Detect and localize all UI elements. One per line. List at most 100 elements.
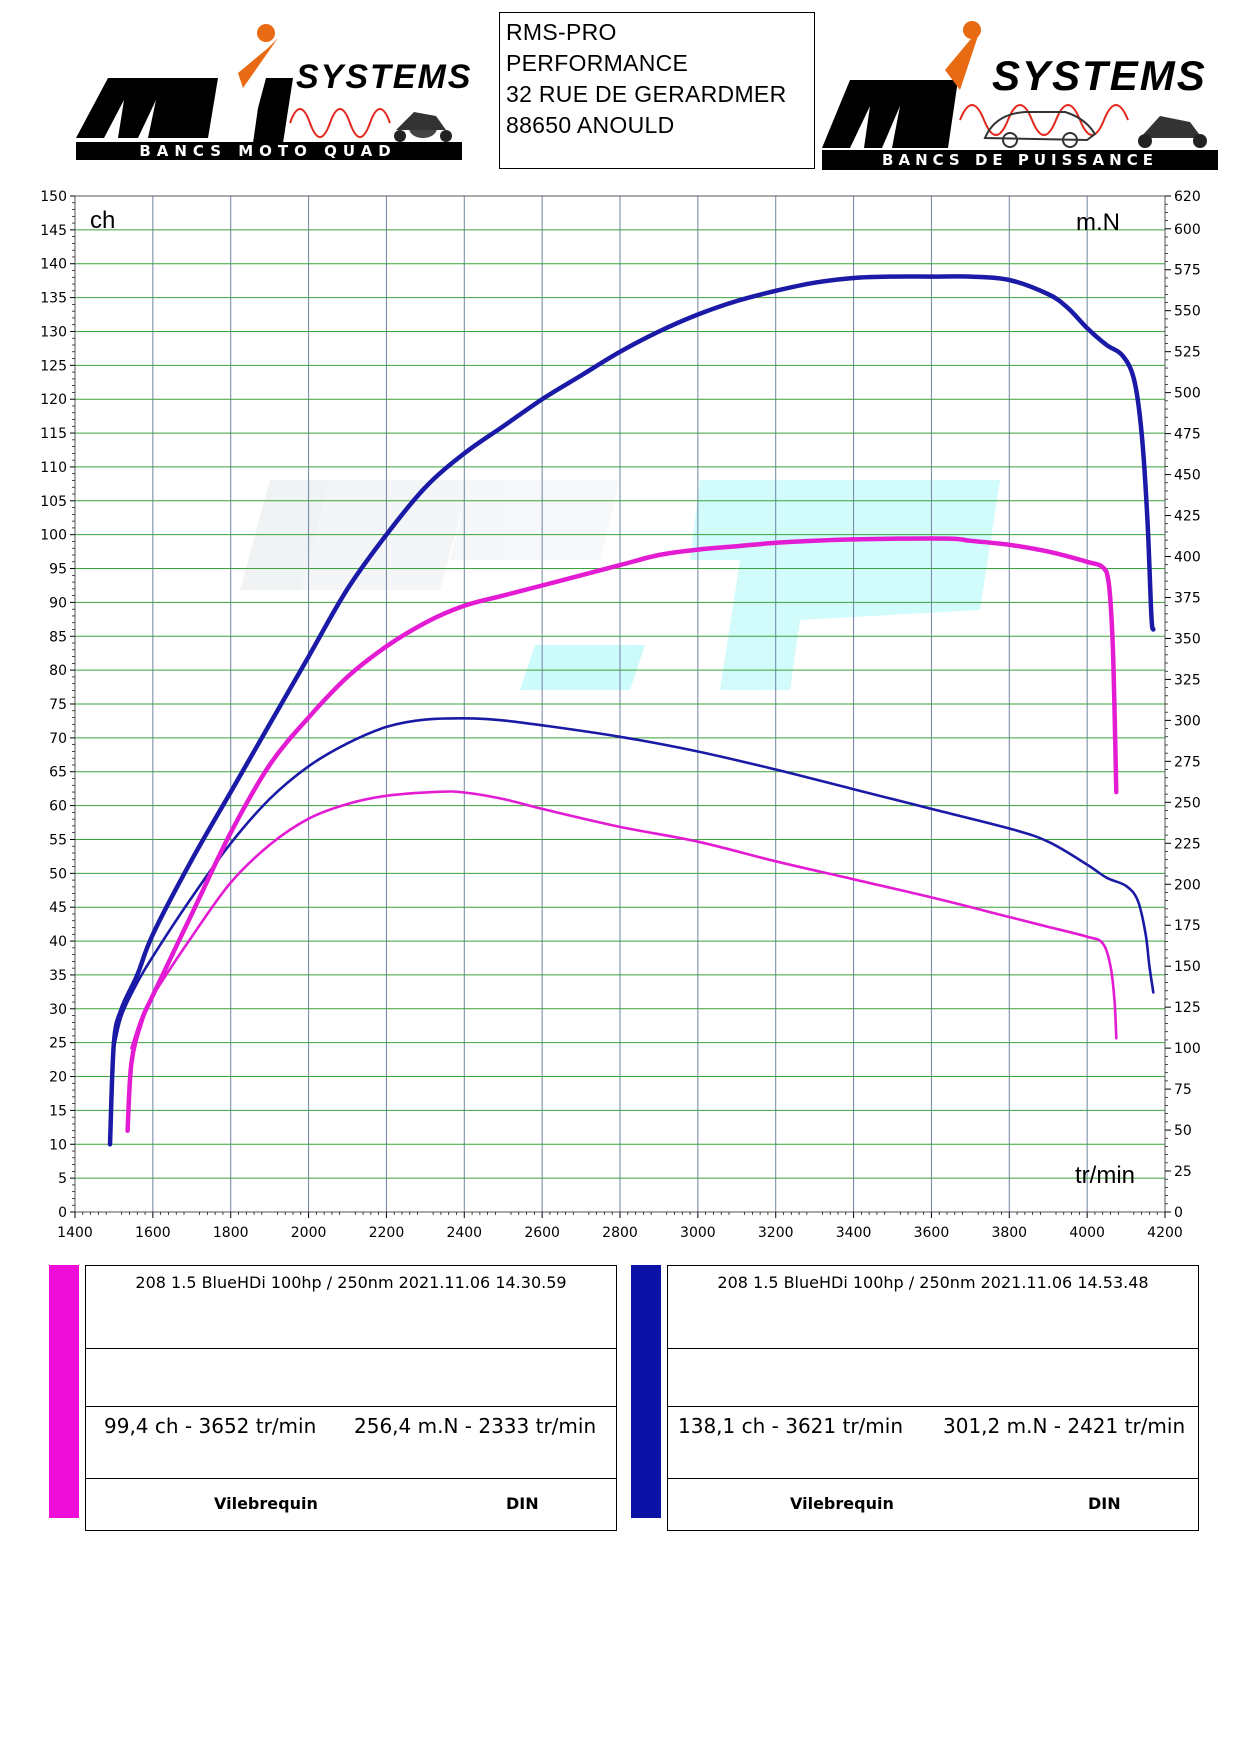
y-left-tick-label: 140 — [40, 257, 67, 273]
logo-sine-wave — [959, 104, 1129, 136]
x-tick-label: 4200 — [1147, 1225, 1183, 1241]
run-title: 208 1.5 BlueHDi 100hp / 250nm 2021.11.06… — [135, 1273, 567, 1292]
x-tick-label: 2800 — [602, 1225, 638, 1241]
logo-mi-letters — [76, 24, 293, 143]
y-right-tick-label: 300 — [1174, 713, 1201, 729]
y-left-tick-label: 120 — [40, 392, 67, 408]
y-left-tick-label: 45 — [49, 900, 67, 916]
measure-point: Vilebrequin — [214, 1494, 318, 1513]
y-right-tick-label: 175 — [1174, 918, 1201, 934]
y-left-tick-label: 20 — [49, 1070, 67, 1086]
run-color-swatch — [631, 1265, 661, 1518]
car-icon — [983, 111, 1097, 148]
y-right-tick-label: 150 — [1174, 959, 1201, 975]
x-tick-label: 2400 — [446, 1225, 482, 1241]
x-tick-label: 2200 — [369, 1225, 405, 1241]
y-right-tick-label: 100 — [1174, 1041, 1201, 1057]
x-tick-label: 2000 — [291, 1225, 327, 1241]
y-left-tick-label: 115 — [40, 426, 67, 442]
series-blue-power — [107, 274, 1156, 1147]
y-left-tick-label: 35 — [49, 968, 67, 984]
y-left-tick-label: 50 — [49, 866, 67, 882]
run-title: 208 1.5 BlueHDi 100hp / 250nm 2021.11.06… — [717, 1273, 1149, 1292]
y-left-tick-label: 130 — [40, 324, 67, 340]
y-right-tick-label: 250 — [1174, 795, 1201, 811]
y-left-tick-label: 10 — [49, 1137, 67, 1153]
logo-tagline: BANCS DE PUISSANCE — [882, 151, 1158, 169]
run-card-box: 208 1.5 BlueHDi 100hp / 250nm 2021.11.06… — [85, 1265, 617, 1531]
x-tick-label: 4000 — [1069, 1225, 1105, 1241]
y-right-tick-label: 550 — [1174, 304, 1201, 320]
address-line: PERFORMANCE — [506, 50, 689, 76]
y-right-tick-label: 375 — [1174, 590, 1201, 606]
y-right-tick-label: 325 — [1174, 672, 1201, 688]
y-left-tick-label: 90 — [49, 595, 67, 611]
norm-label: DIN — [506, 1494, 539, 1513]
y-right-tick-label: 475 — [1174, 427, 1201, 443]
y-right-tick-label: 600 — [1174, 222, 1201, 238]
y-left-tick-label: 70 — [49, 731, 67, 747]
series-magenta-torque — [130, 790, 1118, 1050]
logo-tagline: BANCS MOTO QUAD — [139, 142, 396, 160]
y-right-tick-label: 350 — [1174, 631, 1201, 647]
x-tick-label: 3600 — [914, 1225, 950, 1241]
y-left-tick-label: 15 — [49, 1103, 67, 1119]
chart-axes: 0 5 10 15 20 25 30 35 40 45 50 55 60 65 70 75 80 85 90 95 10… — [40, 189, 1200, 1241]
y-left-tick-label: 25 — [49, 1036, 67, 1052]
x-tick-label: 3200 — [758, 1225, 794, 1241]
x-tick-label: 3800 — [991, 1225, 1027, 1241]
mi-systems-puissance-logo: SYSTEMS BANCS DE PUISSANCE — [822, 21, 1218, 170]
y-right-tick-label: 50 — [1174, 1123, 1192, 1139]
logo-mi-letters — [822, 21, 981, 148]
x-tick-label: 2600 — [524, 1225, 560, 1241]
address-line: 88650 ANOULD — [506, 112, 675, 138]
address-line: RMS-PRO — [506, 19, 617, 45]
mi-systems-moto-quad-logo: SYSTEMS BANCS MOTO QUAD — [76, 24, 470, 160]
x-tick-label: 3000 — [680, 1225, 716, 1241]
series-magenta-power — [125, 536, 1119, 1133]
y-left-tick-label: 55 — [49, 832, 67, 848]
measure-point: Vilebrequin — [790, 1494, 894, 1513]
y-right-tick-label: 25 — [1174, 1164, 1192, 1180]
address-line: 32 RUE DE GERARDMER — [506, 81, 787, 107]
y-right-tick-label: 275 — [1174, 754, 1201, 770]
y-left-tick-label: 100 — [40, 528, 67, 544]
logo-systems-text: SYSTEMS — [992, 52, 1207, 99]
y-left-tick-label: 80 — [49, 663, 67, 679]
y-right-tick-label: 620 — [1174, 189, 1201, 205]
x-tick-label: 3400 — [836, 1225, 872, 1241]
dyno-chart: 0 5 10 15 20 25 30 35 40 45 50 55 60 65 70 75 80 85 90 95 10… — [40, 189, 1200, 1241]
y-left-tick-label: 40 — [49, 934, 67, 950]
y-right-tick-label: 400 — [1174, 550, 1201, 566]
run-card-magenta: 208 1.5 BlueHDi 100hp / 250nm 2021.11.06… — [49, 1265, 619, 1531]
y-left-tick-label: 60 — [49, 799, 67, 815]
y-right-tick-label: 425 — [1174, 509, 1201, 525]
run-color-swatch — [49, 1265, 79, 1518]
y-right-tick-label: 200 — [1174, 877, 1201, 893]
y-left-tick-label: 30 — [49, 1002, 67, 1018]
norm-label: DIN — [1088, 1494, 1121, 1513]
y-right-tick-label: 125 — [1174, 1000, 1201, 1016]
y-right-tick-label: 225 — [1174, 836, 1201, 852]
y-right-tick-label: 575 — [1174, 263, 1201, 279]
y-left-tick-label: 125 — [40, 358, 67, 374]
y-left-tick-label: 5 — [58, 1171, 67, 1187]
power-peak: 138,1 ch - 3621 tr/min — [678, 1414, 903, 1438]
y-left-tick-label: 95 — [49, 562, 67, 578]
y-left-tick-label: 85 — [49, 629, 67, 645]
x-tick-label: 1800 — [213, 1225, 249, 1241]
y-left-tick-label: 135 — [40, 291, 67, 307]
y-right-axis-label: m.N — [1076, 209, 1120, 236]
y-left-tick-label: 0 — [58, 1205, 67, 1221]
dealer-address-box: RMS-PRO PERFORMANCE 32 RUE DE GERARDMER … — [499, 12, 815, 169]
logo-sine-wave — [289, 108, 391, 138]
y-left-tick-label: 145 — [40, 223, 67, 239]
y-left-tick-label: 150 — [40, 189, 67, 205]
torque-peak: 256,4 m.N - 2333 tr/min — [354, 1414, 597, 1438]
motorcycle-icon — [1138, 116, 1207, 148]
power-peak: 99,4 ch - 3652 tr/min — [104, 1414, 317, 1438]
motorcycle-icon — [394, 112, 452, 142]
torque-peak: 301,2 m.N - 2421 tr/min — [943, 1414, 1186, 1438]
run-card-box: 208 1.5 BlueHDi 100hp / 250nm 2021.11.06… — [667, 1265, 1199, 1531]
y-right-tick-label: 525 — [1174, 345, 1201, 361]
